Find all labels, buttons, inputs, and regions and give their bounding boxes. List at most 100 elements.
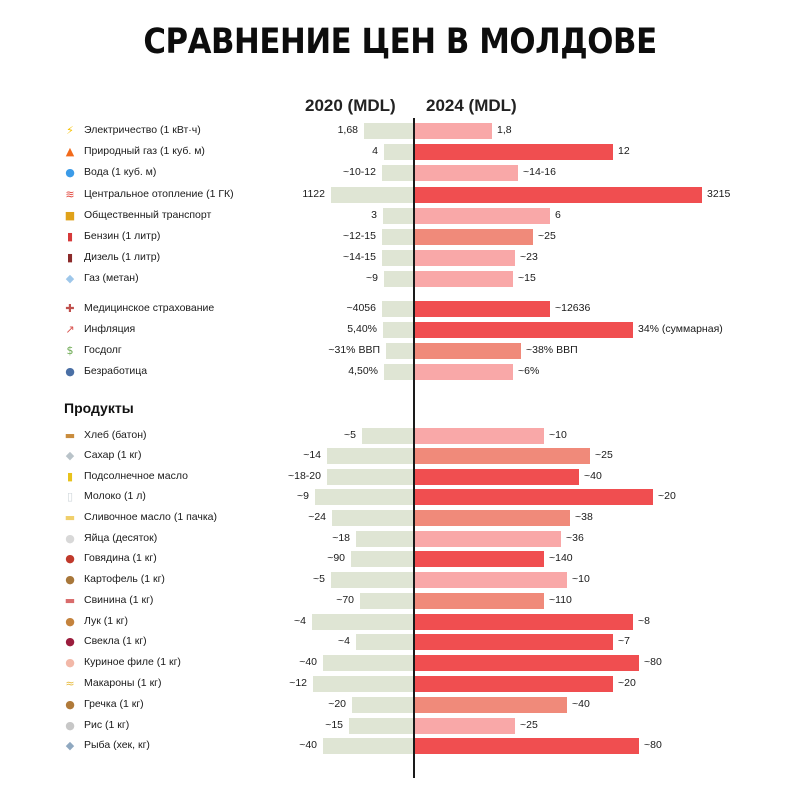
- pasta-icon: ≈: [65, 677, 75, 690]
- bar-2024: [415, 165, 518, 181]
- value-2020: ~12-15: [343, 230, 376, 242]
- oil-bottle-icon: ▮: [66, 470, 74, 483]
- value-2020: ~12: [289, 677, 307, 689]
- value-2020: ~4056: [346, 302, 377, 314]
- value-2020: ~40: [299, 656, 317, 668]
- value-2024: 1,8: [497, 124, 512, 136]
- bar-2020: [382, 165, 413, 181]
- value-2020: ~31% ВВП: [328, 344, 380, 356]
- value-2024: ~12636: [555, 302, 591, 314]
- bar-2020: [362, 428, 413, 444]
- fish-icon: ◆: [65, 739, 75, 752]
- value-2020: 5,40%: [347, 323, 377, 335]
- value-2020: ~18-20: [288, 470, 321, 482]
- bar-2020: [382, 250, 413, 266]
- bar-2020: [384, 144, 413, 160]
- row-label: Куриное филе (1 кг): [84, 656, 181, 668]
- value-2024: ~40: [584, 470, 602, 482]
- bar-2024: [415, 510, 570, 526]
- row-label: Говядина (1 кг): [84, 552, 157, 564]
- bar-2020: [323, 655, 413, 671]
- row-label: Центральное отопление (1 ГК): [84, 188, 234, 200]
- bar-2024: [415, 531, 561, 547]
- row-label: Подсолнечное масло: [84, 470, 188, 482]
- bar-2024: [415, 364, 513, 380]
- row-label: Сахар (1 кг): [84, 449, 142, 461]
- money-wings-icon: $: [66, 344, 74, 357]
- egg-icon: ●: [65, 532, 75, 545]
- value-2020: ~10-12: [343, 166, 376, 178]
- bar-2020: [382, 301, 413, 317]
- bar-2020: [383, 322, 413, 338]
- value-2024: 12: [618, 145, 630, 157]
- bar-2024: [415, 448, 590, 464]
- beet-icon: ●: [65, 635, 75, 648]
- bar-2020: [384, 364, 413, 380]
- bar-2024: [415, 301, 550, 317]
- bar-2024: [415, 676, 613, 692]
- value-2020: 3: [371, 209, 377, 221]
- bar-2024: [415, 343, 521, 359]
- bar-2020: [356, 634, 413, 650]
- bar-2024: [415, 187, 702, 203]
- row-label: Сливочное масло (1 пачка): [84, 511, 217, 523]
- pork-icon: ▬: [64, 594, 76, 607]
- bar-2020: [313, 676, 413, 692]
- value-2024: ~25: [538, 230, 556, 242]
- value-2024: 34% (суммарная): [638, 323, 723, 335]
- bar-2024: [415, 655, 639, 671]
- value-2024: ~10: [572, 573, 590, 585]
- water-drop-icon: ●: [65, 166, 75, 179]
- hot-springs-icon: ≋: [65, 188, 75, 201]
- onion-icon: ●: [65, 615, 75, 628]
- value-2020: ~4: [294, 615, 306, 627]
- bar-2020: [364, 123, 413, 139]
- butter-icon: ▬: [64, 511, 76, 524]
- center-divider: [413, 118, 415, 778]
- value-2020: ~14-15: [343, 251, 376, 263]
- row-label: Свекла (1 кг): [84, 635, 147, 647]
- bar-2020: [356, 531, 413, 547]
- bar-2024: [415, 718, 515, 734]
- bar-2024: [415, 208, 550, 224]
- row-label: Газ (метан): [84, 272, 139, 284]
- value-2024: ~38: [575, 511, 593, 523]
- bar-2024: [415, 271, 513, 287]
- bar-2024: [415, 634, 613, 650]
- value-2020: 1122: [302, 188, 325, 200]
- bar-2020: [331, 187, 413, 203]
- row-label: Свинина (1 кг): [84, 594, 154, 606]
- value-2020: ~5: [313, 573, 325, 585]
- bar-2024: [415, 322, 633, 338]
- buckwheat-icon: ●: [65, 698, 75, 711]
- row-label: Гречка (1 кг): [84, 698, 144, 710]
- value-2020: ~24: [308, 511, 326, 523]
- section-heading-products: Продукты: [64, 400, 134, 416]
- bar-2024: [415, 593, 544, 609]
- value-2024: ~25: [520, 719, 538, 731]
- bar-2020: [351, 551, 413, 567]
- value-2024: 6: [555, 209, 561, 221]
- milk-glass-icon: ▯: [66, 490, 74, 503]
- column-header-2024: 2024 (MDL): [426, 96, 517, 115]
- bar-2024: [415, 738, 639, 754]
- bar-2024: [415, 250, 515, 266]
- bus-icon: ■: [64, 209, 76, 222]
- row-label: Яйца (десяток): [84, 532, 158, 544]
- value-2020: ~90: [327, 552, 345, 564]
- bar-2020: [332, 510, 413, 526]
- row-label: Молоко (1 л): [84, 490, 146, 502]
- value-2024: ~7: [618, 635, 630, 647]
- bar-2024: [415, 572, 567, 588]
- people-icon: ●: [65, 365, 75, 378]
- value-2024: ~20: [658, 490, 676, 502]
- value-2020: 4,50%: [348, 365, 378, 377]
- value-2020: ~5: [344, 429, 356, 441]
- value-2024: 3215: [707, 188, 731, 200]
- bar-2024: [415, 489, 653, 505]
- row-label: Макароны (1 кг): [84, 677, 162, 689]
- bar-2020: [331, 572, 413, 588]
- bar-2020: [323, 738, 413, 754]
- bar-2024: [415, 469, 579, 485]
- row-label: Медицинское страхование: [84, 302, 215, 314]
